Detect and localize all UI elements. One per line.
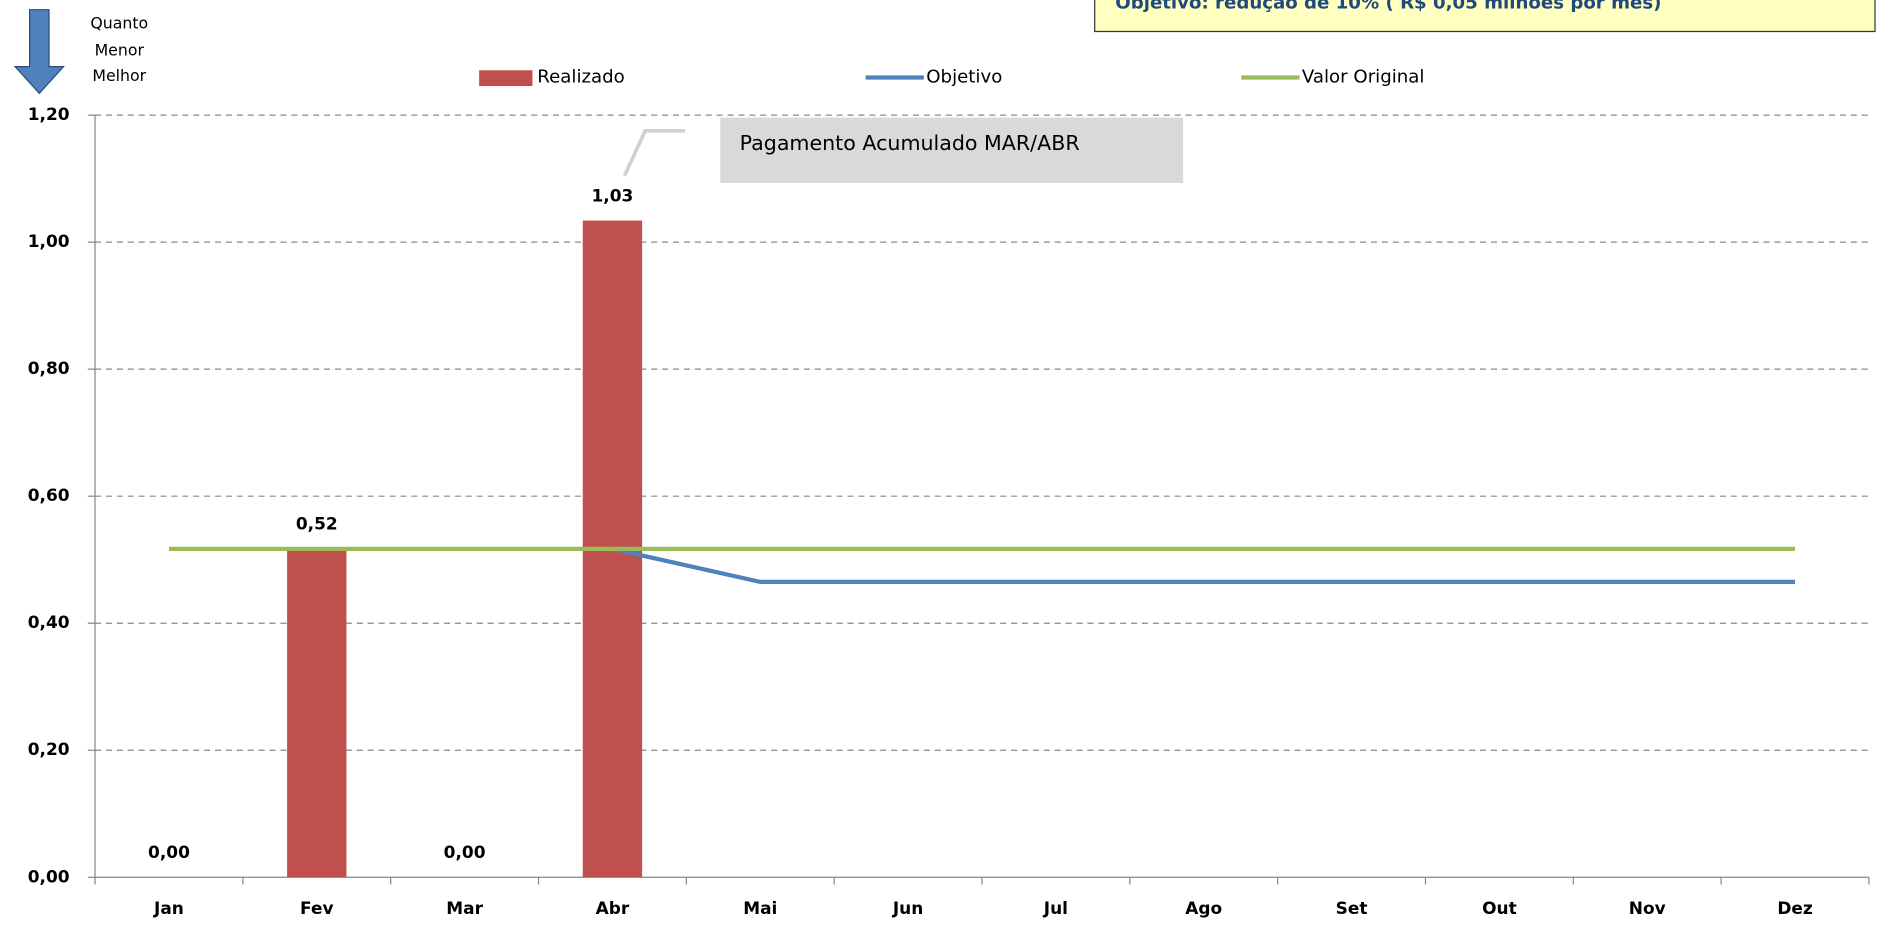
- callout-box: [720, 117, 1184, 183]
- y-tick-label: 1,00: [28, 231, 70, 251]
- annotation: Objetivo: redução de 10% ( R$ 0,05 milhõ…: [1115, 0, 1661, 14]
- y-tick-label: 0,20: [28, 739, 70, 759]
- line: [611, 546, 1796, 585]
- data-label: 0,00: [444, 842, 486, 862]
- x-tick-label: Mai: [743, 898, 777, 918]
- x-tick-label: Out: [1482, 898, 1517, 918]
- annotation-box: [1094, 0, 1876, 33]
- callout-leader: [622, 129, 686, 177]
- data-label: 1,03: [592, 185, 634, 205]
- legend-label: Objetivo: [926, 67, 1002, 88]
- x-tick-label: Abr: [596, 898, 630, 918]
- x-tick-label: Set: [1336, 898, 1368, 918]
- side-note: Menor: [95, 40, 145, 59]
- y-tick-label: 0,80: [28, 358, 70, 378]
- y-tick-label: 1,20: [28, 104, 70, 124]
- x-tick-label: Mar: [446, 898, 483, 918]
- bar: [287, 548, 347, 878]
- y-tick-label: 0,60: [28, 485, 70, 505]
- arrow-icon: [13, 9, 65, 95]
- legend-label: Valor Original: [1302, 67, 1425, 88]
- x-tick-label: Jun: [892, 898, 923, 918]
- x-tick-label: Nov: [1629, 898, 1666, 918]
- x-tick-label: Ago: [1185, 898, 1222, 918]
- side-note: Quanto: [90, 14, 148, 33]
- legend-label: Realizado: [537, 67, 624, 88]
- x-tick-label: Fev: [300, 898, 333, 918]
- data-label: 0,00: [148, 842, 190, 862]
- x-tick-label: Dez: [1777, 898, 1813, 918]
- callout: Pagamento Acumulado MAR/ABR: [740, 131, 1080, 155]
- legend-swatch: [479, 70, 533, 87]
- x-tick-label: Jan: [153, 898, 184, 918]
- y-tick-label: 0,40: [28, 612, 70, 632]
- side-note: Melhor: [92, 66, 146, 85]
- x-tick-label: Jul: [1043, 898, 1068, 918]
- y-tick-label: 0,00: [28, 866, 70, 886]
- data-label: 0,52: [296, 514, 338, 534]
